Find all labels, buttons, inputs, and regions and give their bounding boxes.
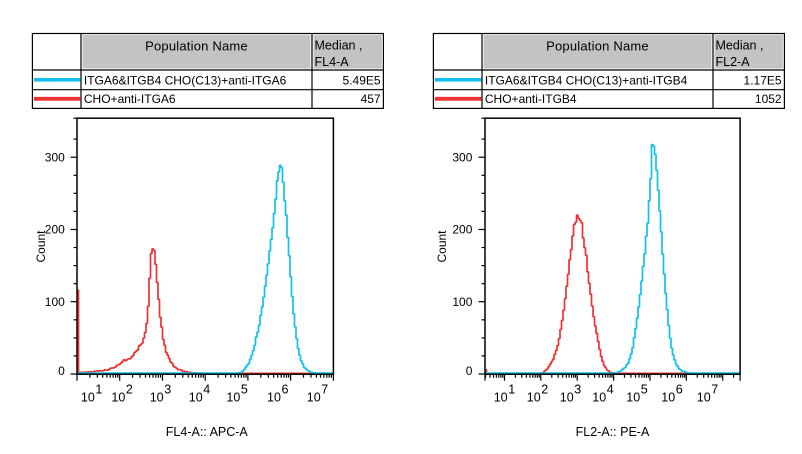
svg-text:1.17E5: 1.17E5	[744, 73, 782, 87]
svg-text:6: 6	[282, 383, 289, 397]
svg-text:10: 10	[661, 391, 675, 405]
svg-text:10: 10	[592, 391, 606, 405]
svg-text:10: 10	[626, 391, 640, 405]
svg-text:ITGA6&ITGB4 CHO(C13)+anti-ITGA: ITGA6&ITGB4 CHO(C13)+anti-ITGA6	[84, 73, 287, 87]
svg-text:10: 10	[226, 391, 240, 405]
svg-text:10: 10	[697, 391, 711, 405]
svg-text:457: 457	[361, 92, 381, 106]
svg-text:ITGA6&ITGB4 CHO(C13)+anti-ITGB: ITGA6&ITGB4 CHO(C13)+anti-ITGB4	[485, 73, 688, 87]
svg-text:0: 0	[466, 364, 473, 378]
svg-text:FL4-A:: APC-A: FL4-A:: APC-A	[166, 425, 249, 439]
svg-text:1: 1	[95, 383, 102, 397]
svg-text:7: 7	[711, 383, 718, 397]
svg-text:FL2-A:: PE-A: FL2-A:: PE-A	[576, 425, 650, 439]
svg-text:200: 200	[452, 223, 472, 237]
svg-text:CHO+anti-ITGB4: CHO+anti-ITGB4	[485, 92, 577, 106]
svg-text:10: 10	[560, 391, 574, 405]
svg-text:10: 10	[527, 391, 541, 405]
svg-text:FL4-A: FL4-A	[315, 55, 350, 69]
svg-text:4: 4	[203, 383, 210, 397]
svg-text:CHO+anti-ITGA6: CHO+anti-ITGA6	[84, 92, 176, 106]
svg-text:Median ,: Median ,	[315, 39, 363, 53]
svg-text:FL2-A: FL2-A	[716, 55, 751, 69]
svg-text:3: 3	[164, 383, 171, 397]
svg-text:7: 7	[321, 383, 328, 397]
svg-text:Count: Count	[34, 230, 48, 263]
svg-text:10: 10	[267, 391, 281, 405]
svg-text:4: 4	[607, 383, 614, 397]
svg-text:1052: 1052	[755, 92, 782, 106]
svg-text:10: 10	[81, 391, 95, 405]
svg-text:5.49E5: 5.49E5	[343, 73, 381, 87]
svg-text:10: 10	[494, 391, 508, 405]
svg-text:10: 10	[111, 391, 125, 405]
svg-text:5: 5	[241, 383, 248, 397]
svg-text:0: 0	[58, 364, 65, 378]
svg-text:10: 10	[150, 391, 164, 405]
svg-text:100: 100	[45, 295, 65, 309]
svg-text:Count: Count	[435, 230, 449, 263]
svg-text:6: 6	[676, 383, 683, 397]
svg-text:10: 10	[189, 391, 203, 405]
svg-text:3: 3	[574, 383, 581, 397]
svg-text:Population Name: Population Name	[546, 39, 649, 54]
svg-text:100: 100	[452, 295, 472, 309]
svg-text:200: 200	[45, 223, 65, 237]
svg-text:300: 300	[45, 150, 65, 164]
svg-text:5: 5	[641, 383, 648, 397]
svg-text:Median ,: Median ,	[716, 39, 764, 53]
svg-text:2: 2	[541, 383, 548, 397]
svg-text:2: 2	[126, 383, 133, 397]
svg-text:1: 1	[508, 383, 515, 397]
svg-text:Population Name: Population Name	[145, 39, 248, 54]
svg-text:10: 10	[307, 391, 321, 405]
svg-text:300: 300	[452, 150, 472, 164]
